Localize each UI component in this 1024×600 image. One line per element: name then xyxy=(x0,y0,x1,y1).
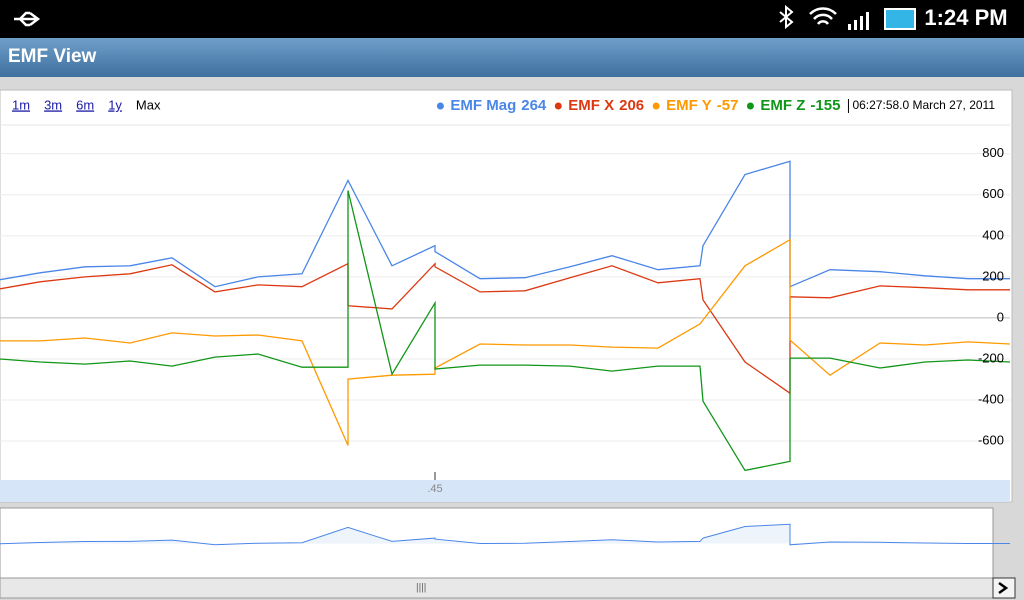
legend-value: 206 xyxy=(619,97,644,114)
legend-value: 264 xyxy=(521,97,547,114)
legend-dot xyxy=(436,102,444,110)
navigator-line xyxy=(0,523,1010,546)
series-line xyxy=(0,190,1011,472)
y-tick-label: 400 xyxy=(982,227,1004,242)
legend-name: EMF Y xyxy=(666,97,712,114)
scroll-arrow xyxy=(998,581,1009,595)
zoom-link[interactable]: 3m xyxy=(44,97,62,112)
y-tick-label: 800 xyxy=(982,145,1004,160)
series-line xyxy=(0,160,1010,288)
y-tick-label: 200 xyxy=(982,268,1004,283)
scroll-grip[interactable]: |||| xyxy=(416,583,426,594)
zoom-link: Max xyxy=(136,97,161,112)
zoom-link[interactable]: 6m xyxy=(76,97,94,112)
zoom-link[interactable]: 1y xyxy=(108,97,122,112)
status-bar xyxy=(0,0,1024,38)
y-tick-label: -400 xyxy=(978,391,1004,406)
timestamp: 06:27:58.0 March 27, 2011 xyxy=(852,98,995,112)
y-tick-label: -200 xyxy=(978,350,1004,365)
x-tick-label: .45 xyxy=(427,483,442,495)
app-bar xyxy=(0,38,1024,77)
legend-dot xyxy=(554,102,562,110)
series-line xyxy=(0,262,1010,395)
chart-panel xyxy=(0,89,1013,503)
y-tick-label: 0 xyxy=(997,309,1004,324)
y-tick-label: -600 xyxy=(978,432,1004,447)
legend-value: -155 xyxy=(810,97,840,114)
legend-name: EMF X xyxy=(568,97,614,114)
app-title: EMF View xyxy=(8,46,97,67)
zoom-link[interactable]: 1m xyxy=(12,97,30,112)
scrollbar[interactable] xyxy=(0,577,994,599)
legend-dot xyxy=(746,102,754,110)
x-axis-band xyxy=(0,480,1010,502)
legend-name: EMF Z xyxy=(760,97,805,114)
legend-name: EMF Mag xyxy=(450,97,516,114)
legend-dot xyxy=(652,102,660,110)
clock: 1:24 PM xyxy=(924,5,1007,30)
y-tick-label: 600 xyxy=(982,186,1004,201)
status-icons xyxy=(14,4,916,30)
legend-value: -57 xyxy=(717,97,739,114)
